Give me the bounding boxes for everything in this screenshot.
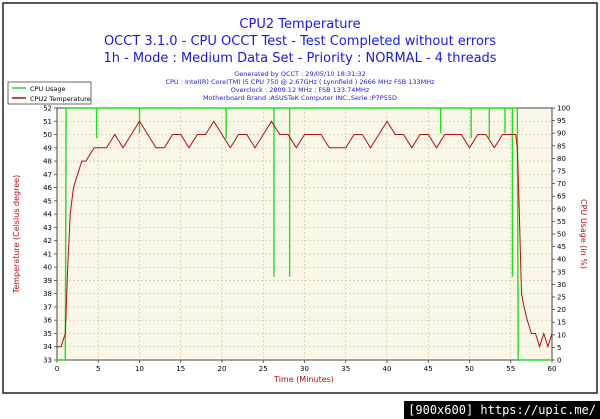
legend-label-cpu-usage: CPU Usage: [30, 85, 66, 93]
y-tick-label-left: 43: [43, 224, 52, 232]
y-tick-label-right: 95: [557, 117, 566, 125]
y-ticks-left: 33 34 35 36 37 38 39 40 41 42 43 44 45 46 47 48 49 50 51 52: [43, 105, 57, 365]
y-tick-label-right: 20: [557, 306, 566, 314]
y-tick-label-right: 65: [557, 193, 566, 201]
y-tick-label-right: 25: [557, 294, 566, 302]
title-block: CPU2 Temperature OCCT 3.1.0 - CPU OCCT Te…: [103, 17, 496, 66]
x-tick-label: 40: [383, 365, 392, 373]
y-tick-label-right: 55: [557, 218, 566, 226]
series-cpu2-temperature: [57, 120, 553, 349]
y-tick-label-left: 38: [43, 290, 52, 298]
x-ticks: 0 5 10 15 20 25 30 35 40 45 50 55 60: [55, 360, 557, 373]
y-axis-label-right: CPU Usage (in %): [579, 199, 588, 269]
y-tick-label-left: 36: [43, 317, 52, 325]
y-tick-label-right: 80: [557, 155, 566, 163]
cpu-usage-line: [57, 107, 552, 361]
series-cpu-usage: [57, 107, 552, 361]
chart-title-line-1: CPU2 Temperature: [239, 17, 360, 32]
y-tick-label-right: 75: [557, 168, 566, 176]
y-tick-label-left: 44: [43, 211, 52, 219]
y-tick-label-right: 5: [557, 344, 561, 352]
y-tick-label-left: 47: [43, 171, 52, 179]
x-tick-label: 5: [96, 365, 100, 373]
y-tick-label-right: 50: [557, 231, 566, 239]
x-tick-label: 0: [55, 365, 59, 373]
y-tick-label-right: 70: [557, 180, 566, 188]
x-tick-label: 15: [176, 365, 185, 373]
y-tick-label-left: 50: [43, 131, 52, 139]
y-tick-label-left: 52: [43, 105, 52, 113]
footer-watermark: [900x600] https://upic.me/: [404, 401, 600, 419]
y-tick-label-left: 40: [43, 264, 52, 272]
y-tick-label-right: 35: [557, 268, 566, 276]
y-tick-label-left: 35: [43, 330, 52, 338]
y-tick-label-left: 42: [43, 237, 52, 245]
y-tick-label-left: 37: [43, 303, 52, 311]
y-tick-label-right: 40: [557, 256, 566, 264]
y-tick-label-left: 48: [43, 158, 52, 166]
y-ticks-right: 0 5 10 15 20 25 30 35 40 45 50 55 60 65 70 75 80 85 90 95 10…: [552, 105, 570, 365]
y-tick-label-left: 46: [43, 184, 52, 192]
info-line-3: Overclock : 2809.12 MHz ; FSB 133.74MHz: [231, 86, 370, 94]
chart-title-line-3: 1h - Mode : Medium Data Set - Priority :…: [103, 51, 496, 66]
y-tick-label-left: 45: [43, 197, 52, 205]
x-tick-label: 10: [135, 365, 144, 373]
y-tick-label-right: 10: [557, 331, 566, 339]
x-tick-label: 55: [506, 365, 515, 373]
x-tick-label: 60: [548, 365, 557, 373]
y-tick-label-left: 49: [43, 144, 52, 152]
y-tick-label-right: 15: [557, 319, 566, 327]
info-block: Generated by OCCT : 29/05/10 18:31:32CPU…: [165, 70, 435, 102]
info-line-1: Generated by OCCT : 29/05/10 18:31:32: [234, 70, 366, 78]
legend-box: [7, 81, 92, 105]
x-tick-label: 50: [465, 365, 474, 373]
x-tick-label: 45: [424, 365, 433, 373]
y-tick-label-left: 39: [43, 277, 52, 285]
y-tick-label-right: 45: [557, 243, 566, 251]
x-axis-label: Time (Minutes): [273, 375, 334, 384]
info-line-2: CPU : Intel(R) Core(TM) i5 CPU 750 @ 2.6…: [165, 78, 435, 86]
y-tick-label-right: 100: [557, 105, 570, 113]
y-axis-label-left: Temperature (Celsius degree): [12, 175, 21, 294]
x-tick-label: 20: [218, 365, 227, 373]
chart-title-line-2: OCCT 3.1.0 - CPU OCCT Test - Test Comple…: [104, 34, 496, 49]
x-tick-label: 25: [259, 365, 268, 373]
y-tick-label-right: 85: [557, 142, 566, 150]
x-tick-label: 30: [300, 365, 309, 373]
y-tick-label-right: 30: [557, 281, 566, 289]
y-tick-label-left: 51: [43, 118, 52, 126]
y-tick-label-right: 0: [557, 357, 561, 365]
cpu2-temperature-line: [57, 120, 553, 349]
legend-label-cpu2-temperature: CPU2 Temperature: [30, 95, 91, 103]
info-line-4: Motherboard Brand :ASUSTeK Computer INC.…: [203, 94, 397, 102]
legend: CPU Usage CPU2 Temperature: [7, 81, 92, 105]
y-tick-label-right: 90: [557, 130, 566, 138]
y-tick-label-left: 33: [43, 357, 52, 365]
y-tick-label-left: 41: [43, 250, 52, 258]
y-tick-label-right: 60: [557, 205, 566, 213]
x-tick-label: 35: [341, 365, 350, 373]
y-tick-label-left: 34: [43, 343, 52, 351]
